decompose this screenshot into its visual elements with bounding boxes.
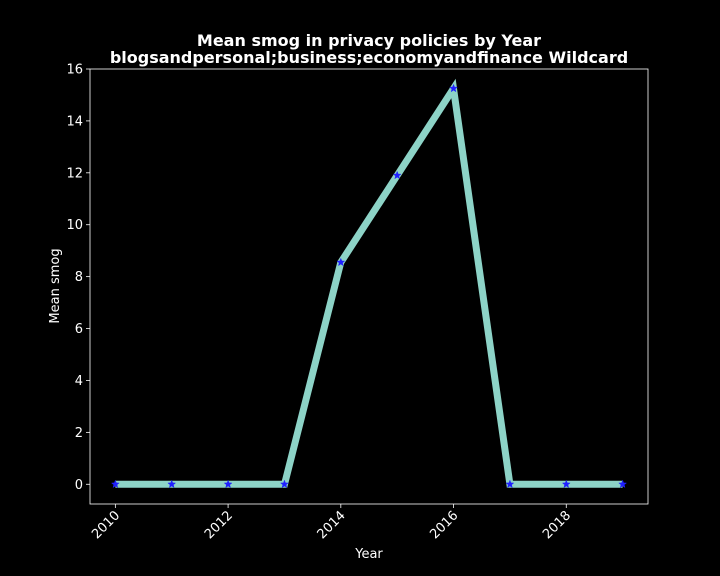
data-point-marker [392, 170, 402, 180]
y-tick-label: 2 [75, 426, 83, 441]
series-line [115, 78, 623, 488]
x-tick-label: 2018 [540, 508, 574, 542]
y-tick-label: 6 [75, 322, 83, 337]
series-layer [110, 78, 628, 489]
y-tick-label: 4 [75, 374, 83, 389]
chart-title-line-2: blogsandpersonal;business;economyandfina… [110, 48, 628, 67]
y-axis-ticks: 0 2 4 6 8 10 12 14 16 [66, 63, 90, 493]
data-point-marker [279, 479, 289, 489]
data-point-marker [110, 479, 120, 489]
x-axis-label: Year [354, 547, 383, 562]
x-axis-ticks: 2010 2012 2014 2016 2018 [89, 504, 574, 542]
y-tick-label: 14 [66, 114, 83, 129]
x-tick-label: 2012 [202, 508, 236, 542]
y-tick-label: 10 [66, 218, 83, 233]
x-tick-label: 2016 [427, 508, 461, 542]
chart-title-line-1: Mean smog in privacy policies by Year [197, 31, 541, 50]
data-point-marker [618, 479, 628, 489]
data-point-marker [449, 83, 459, 93]
x-tick-label: 2014 [315, 508, 349, 542]
y-tick-label: 16 [66, 63, 83, 78]
y-tick-label: 0 [75, 478, 83, 493]
plot-frame [89, 68, 649, 505]
x-tick-label: 2010 [89, 508, 123, 542]
y-axis-label: Mean smog [48, 248, 63, 323]
y-tick-label: 12 [66, 166, 83, 181]
data-point-marker [167, 479, 177, 489]
y-tick-label: 8 [75, 270, 83, 285]
data-point-marker [223, 479, 233, 489]
data-point-marker [561, 479, 571, 489]
data-point-marker [505, 479, 515, 489]
data-point-marker [336, 257, 346, 267]
